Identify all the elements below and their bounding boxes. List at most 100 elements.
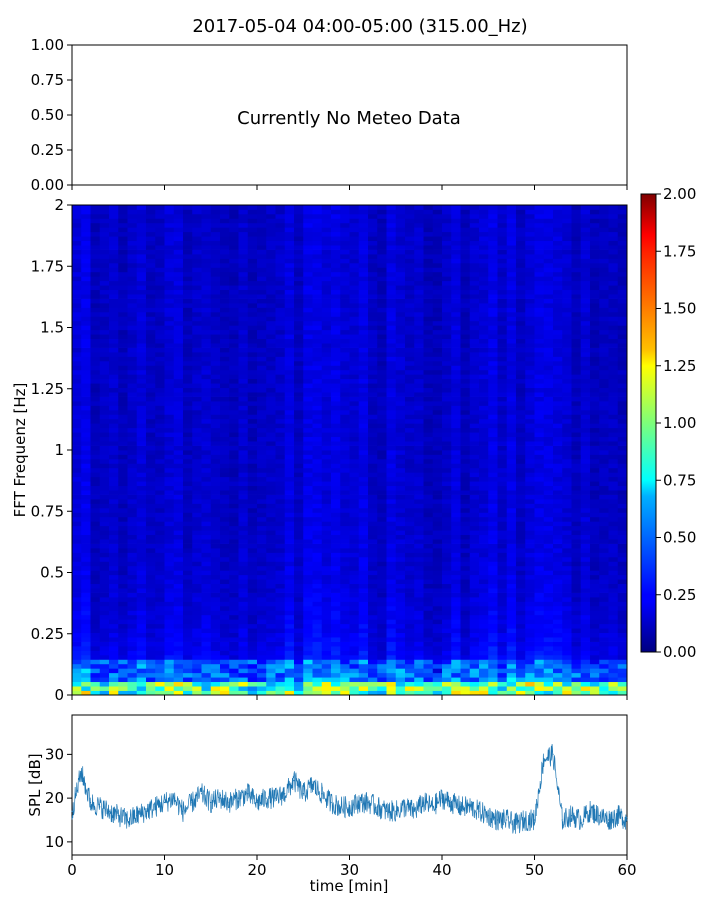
spectrogram-cell <box>321 356 332 362</box>
spectrogram-cell <box>183 476 193 482</box>
spectrogram-cell <box>247 503 258 509</box>
spectrogram-cell <box>109 294 119 299</box>
spectrogram-cell <box>321 441 332 446</box>
spectrogram-cell <box>321 271 332 277</box>
spectrogram-cell <box>303 262 313 268</box>
spectrogram-cell <box>386 227 397 233</box>
spectrogram-cell <box>238 418 249 424</box>
spectrogram-cell <box>164 365 175 371</box>
spectrogram-cell <box>146 271 156 277</box>
spectrogram-cell <box>312 374 323 380</box>
spectrogram-cell <box>201 548 212 553</box>
spectrogram-cell <box>460 637 471 642</box>
spectrogram-cell <box>358 619 369 625</box>
spectrogram-cell <box>109 548 119 553</box>
spectrogram-cell <box>432 548 443 553</box>
spectrogram-cell <box>294 338 304 344</box>
spectrogram-cell <box>349 507 360 513</box>
spectrogram-cell <box>192 285 202 291</box>
spectrogram-cell <box>155 499 165 504</box>
spectrogram-cell <box>81 552 91 558</box>
spectrogram-cell <box>275 654 286 660</box>
spectrogram-cell <box>358 623 369 629</box>
spectrogram-cell <box>136 450 147 455</box>
spectrogram-cell <box>183 601 193 607</box>
spectrogram-cell <box>460 294 471 299</box>
spectrogram-cell <box>229 298 239 304</box>
spectrogram-cell <box>312 521 323 527</box>
spectrogram-cell <box>442 303 452 308</box>
spectrogram-cell <box>109 298 119 304</box>
spectrogram-cell <box>72 418 82 424</box>
spectrogram-cell <box>294 392 304 397</box>
spectrogram-cell <box>395 592 406 598</box>
spectrogram-cell <box>368 646 378 651</box>
spectrogram-cell <box>192 254 202 259</box>
spectrogram-cell <box>405 254 415 259</box>
spectrogram-cell <box>238 690 249 696</box>
spectrogram-cell <box>460 588 471 593</box>
spectrogram-cell <box>127 605 138 611</box>
spectrogram-cell <box>414 303 424 308</box>
spectrogram-cell <box>284 454 295 460</box>
spectrogram-cell <box>81 387 91 393</box>
spectrogram-cell <box>247 432 258 438</box>
spectrogram-cell <box>164 387 175 393</box>
spectrogram-cell <box>303 352 313 357</box>
spectrogram-cell <box>81 414 91 420</box>
spectrogram-cell <box>340 267 350 273</box>
spectrogram-cell <box>460 387 471 393</box>
spectrogram-cell <box>136 472 147 478</box>
spectrogram-cell <box>442 365 452 371</box>
spectrogram-cell <box>72 334 82 340</box>
spectrogram-cell <box>192 209 202 215</box>
spectrogram-cell <box>377 303 387 308</box>
spectrogram-cell <box>72 222 82 228</box>
spectrogram-cell <box>118 445 128 451</box>
spectrogram-cell <box>183 374 193 380</box>
spectrogram-cell <box>460 218 471 224</box>
spectrogram-cell <box>340 418 350 424</box>
spectrogram-cell <box>358 352 369 357</box>
spectrogram-cell <box>284 530 295 536</box>
spectrogram-cell <box>377 347 387 353</box>
spectrogram-cell <box>303 338 313 344</box>
spectrogram-cell <box>201 592 212 598</box>
spectrogram-cell <box>229 534 239 540</box>
spectrogram-cell <box>210 565 221 571</box>
spectrogram-cell <box>257 530 267 536</box>
spectrogram-cell <box>210 605 221 611</box>
spectrogram-cell <box>331 427 341 433</box>
spectrogram-cell <box>358 548 369 553</box>
spectrogram-cell <box>395 574 406 580</box>
spectrogram-cell <box>90 245 101 250</box>
spectrogram-cell <box>146 436 156 442</box>
spectrogram-cell <box>349 623 360 629</box>
spectrogram-cell <box>423 280 434 286</box>
spectrogram-cell <box>294 285 304 291</box>
spectrogram-cell <box>395 681 406 687</box>
spectrogram-cell <box>395 605 406 611</box>
spectrogram-cell <box>488 588 498 593</box>
spectrogram-cell <box>266 565 276 571</box>
spectrogram-cell <box>90 681 101 687</box>
spectrogram-cell <box>331 570 341 576</box>
spectrogram-cell <box>303 222 313 228</box>
spectrogram-cell <box>479 543 489 549</box>
spectrogram-cell <box>109 677 119 683</box>
spectrogram-cell <box>155 365 165 371</box>
spectrogram-cell <box>395 485 406 491</box>
spectrogram-cell <box>368 610 378 616</box>
spectrogram-cell <box>155 494 165 500</box>
spectrogram-cell <box>173 271 184 277</box>
spectrogram-cell <box>164 507 175 513</box>
spectrogram-cell <box>294 276 304 282</box>
spectrogram-cell <box>358 507 369 513</box>
spectrogram-cell <box>229 432 239 438</box>
spectrogram-cell <box>368 254 378 259</box>
spectrogram-cell <box>247 254 258 259</box>
spectrogram-cell <box>284 641 295 647</box>
spectrogram-cell <box>275 249 286 255</box>
spectrogram-cell <box>405 565 415 571</box>
spectrogram-cell <box>349 641 360 647</box>
